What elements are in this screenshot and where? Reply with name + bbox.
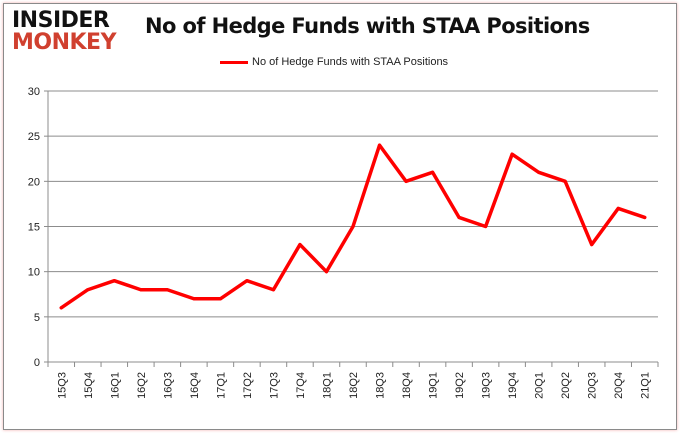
- y-tick-label: 25: [28, 131, 40, 143]
- y-tick-label: 5: [34, 312, 40, 324]
- data-point: [537, 170, 541, 174]
- data-point: [616, 206, 620, 210]
- insider-monkey-logo: INSIDER MONKEY: [12, 8, 117, 55]
- x-tick-label: 17Q1: [215, 372, 227, 399]
- data-point: [404, 179, 408, 183]
- logo-line-2: MONKEY: [12, 30, 117, 55]
- data-point: [192, 297, 196, 301]
- chart-frame: [3, 3, 677, 430]
- x-tick-label: 17Q2: [242, 372, 254, 399]
- x-tick-label: 20Q2: [560, 372, 572, 399]
- legend: No of Hedge Funds with STAA Positions: [220, 56, 448, 68]
- data-point: [351, 225, 355, 228]
- x-tick-label: 19Q4: [507, 372, 519, 399]
- x-tick-label: 20Q4: [613, 372, 625, 399]
- x-tick-label: 17Q3: [268, 372, 280, 399]
- chart-title: No of Hedge Funds with STAA Positions: [145, 14, 590, 38]
- x-tick-label: 15Q4: [83, 372, 95, 399]
- x-tick-label: 15Q3: [56, 372, 68, 399]
- data-point: [86, 288, 90, 292]
- x-tick-label: 16Q1: [109, 372, 121, 399]
- data-point: [298, 243, 302, 247]
- y-tick-label: 30: [28, 86, 40, 98]
- x-tick-label: 18Q3: [375, 372, 387, 399]
- y-tick-label: 20: [28, 176, 40, 188]
- data-point: [112, 279, 116, 283]
- x-tick-label: 20Q1: [534, 372, 546, 399]
- legend-label: No of Hedge Funds with STAA Positions: [252, 56, 449, 68]
- x-tick-label: 19Q1: [428, 372, 440, 399]
- x-tick-label: 20Q3: [587, 372, 599, 399]
- x-tick-label: 19Q2: [454, 372, 466, 399]
- data-point: [245, 279, 249, 283]
- x-tick-label: 16Q4: [189, 372, 201, 399]
- x-tick-label: 18Q1: [321, 372, 333, 399]
- data-point: [271, 288, 275, 292]
- data-point: [431, 170, 435, 174]
- x-tick-label: 19Q3: [481, 372, 493, 399]
- x-tick-label: 18Q4: [401, 372, 413, 399]
- y-tick-label: 15: [28, 222, 40, 234]
- data-point: [484, 225, 488, 228]
- data-point: [643, 215, 647, 219]
- y-tick-label: 10: [28, 267, 40, 279]
- data-point: [218, 297, 222, 301]
- data-point: [378, 143, 382, 147]
- data-point: [324, 270, 328, 274]
- data-point: [590, 243, 594, 247]
- data-point: [139, 288, 143, 292]
- x-tick-label: 21Q1: [640, 372, 652, 399]
- data-point: [510, 152, 514, 156]
- data-point: [165, 288, 169, 292]
- x-tick-label: 17Q4: [295, 372, 307, 399]
- data-point: [59, 306, 63, 310]
- logo-line-1: INSIDER: [12, 8, 110, 33]
- x-tick-label: 18Q2: [348, 372, 360, 399]
- x-tick-label: 16Q3: [162, 372, 174, 399]
- legend-swatch: [220, 60, 248, 64]
- data-point: [563, 179, 567, 183]
- y-tick-label: 0: [34, 357, 40, 369]
- data-point: [457, 215, 461, 219]
- x-tick-label: 16Q2: [136, 372, 148, 399]
